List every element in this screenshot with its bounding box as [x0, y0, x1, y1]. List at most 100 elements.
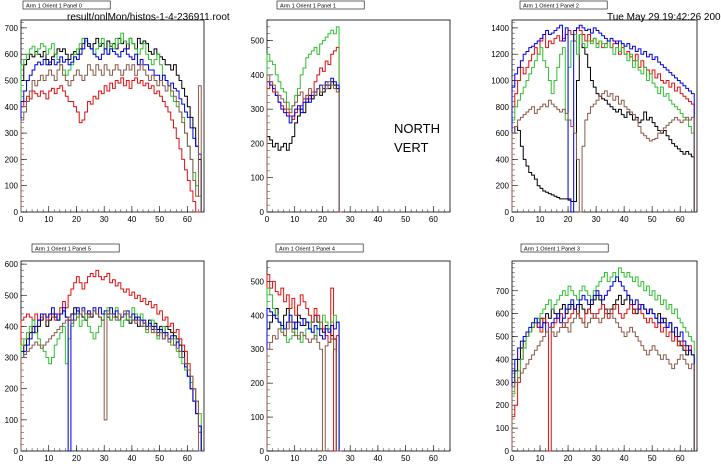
series-green: [511, 267, 695, 451]
series-green: [511, 33, 695, 212]
y-tick-label: 0: [14, 447, 19, 456]
x-tick-label: 10: [44, 454, 53, 463]
panel-title: Arm 1 Orient 1 Panel 5: [35, 247, 91, 253]
x-tick-label: 0: [19, 454, 24, 463]
series-red: [20, 269, 202, 451]
series-red: [20, 77, 202, 213]
y-tick-label: 400: [496, 155, 510, 164]
y-tick-label: 500: [251, 37, 265, 46]
series-brown: [266, 321, 342, 452]
y-tick-label: 0: [14, 208, 19, 217]
y-tick-label: 200: [251, 139, 265, 148]
series-blue: [266, 308, 342, 452]
y-tick-label: 1400: [491, 24, 509, 33]
y-tick-label: 600: [496, 129, 510, 138]
y-tick-label: 200: [251, 379, 265, 388]
file-path-label: result/onlMon/histos-1-4-236911.root: [67, 12, 230, 23]
x-tick-label: 30: [592, 215, 601, 224]
series-blue: [20, 307, 202, 452]
y-tick-label: 600: [5, 260, 19, 269]
x-tick-label: 10: [536, 454, 545, 463]
x-tick-label: 20: [318, 215, 327, 224]
y-tick-label: 0: [505, 447, 510, 456]
panel-title: Arm 1 Orient 1 Panel 0: [26, 4, 82, 10]
y-tick-label: 400: [496, 355, 510, 364]
x-tick-label: 20: [72, 215, 81, 224]
x-tick-label: 50: [648, 215, 657, 224]
x-tick-label: 40: [127, 215, 136, 224]
x-tick-label: 40: [620, 454, 629, 463]
panel-0: Arm 1 Orient 1 Panel 0010020030040050060…: [5, 0, 205, 224]
x-tick-label: 60: [429, 454, 438, 463]
panel-title: Arm 1 Orient 1 Panel 1: [280, 4, 336, 10]
y-tick-label: 0: [260, 208, 265, 217]
series-brown: [20, 310, 202, 452]
annotation-north: NORTH: [394, 121, 440, 136]
plot-frame: [266, 260, 451, 452]
series-brown: [266, 74, 342, 213]
panel-2: Arm 1 Orient 1 Panel 2 0 200 400 600 800 1000 1…: [491, 0, 698, 224]
panel-title-box: [276, 0, 365, 10]
plot-frame: [511, 260, 698, 452]
plot-frame: [20, 260, 205, 452]
y-tick-label: 300: [5, 354, 19, 363]
x-tick-label: 50: [401, 454, 410, 463]
x-tick-label: 0: [265, 454, 270, 463]
y-tick-label: 0: [260, 447, 265, 456]
panel-title-box: [31, 243, 120, 253]
x-tick-label: 30: [346, 454, 355, 463]
x-tick-label: 20: [564, 454, 573, 463]
x-tick-label: 10: [290, 215, 299, 224]
series-brown: [20, 64, 202, 212]
series-red: [266, 46, 342, 213]
y-tick-label: 1000: [491, 76, 509, 85]
x-tick-label: 30: [592, 454, 601, 463]
y-tick-label: 500: [496, 333, 510, 342]
y-tick-label: 300: [251, 105, 265, 114]
series-black: [20, 307, 202, 451]
y-tick-label: 300: [5, 129, 19, 138]
y-tick-label: 500: [5, 76, 19, 85]
x-tick-label: 30: [346, 215, 355, 224]
x-tick-label: 20: [72, 454, 81, 463]
x-tick-label: 60: [183, 215, 192, 224]
y-tick-label: 200: [5, 155, 19, 164]
y-tick-label: 200: [496, 182, 510, 191]
panel-title: Arm 1 Orient 1 Panel 2: [523, 4, 579, 10]
y-tick-label: 500: [251, 277, 265, 286]
y-tick-label: 400: [251, 71, 265, 80]
x-tick-label: 60: [676, 215, 685, 224]
x-tick-label: 10: [44, 215, 53, 224]
series-black: [511, 33, 695, 212]
y-tick-label: 400: [5, 322, 19, 331]
x-tick-label: 50: [648, 454, 657, 463]
panel-title-box: [22, 0, 111, 10]
series-green: [20, 307, 202, 451]
series-red: [266, 274, 342, 452]
y-tick-label: 400: [251, 311, 265, 320]
series-red: [511, 303, 695, 452]
series-green: [20, 32, 202, 212]
x-tick-label: 20: [318, 454, 327, 463]
y-tick-label: 100: [5, 182, 19, 191]
x-tick-label: 60: [429, 215, 438, 224]
y-tick-label: 100: [251, 174, 265, 183]
y-tick-label: 800: [496, 103, 510, 112]
x-tick-label: 50: [401, 215, 410, 224]
y-tick-label: 200: [496, 401, 510, 410]
series-brown: [511, 90, 695, 213]
y-tick-label: 400: [5, 103, 19, 112]
y-tick-label: 100: [5, 416, 19, 425]
x-tick-label: 10: [290, 454, 299, 463]
panel-1: Arm 1 Orient 1 Panel 1 0 100 200 300 400 500 0 1…: [251, 0, 451, 224]
x-tick-label: 30: [100, 454, 109, 463]
x-tick-label: 0: [510, 215, 515, 224]
series-red: [511, 27, 695, 212]
x-tick-label: 30: [100, 215, 109, 224]
x-tick-label: 40: [620, 215, 629, 224]
panel-title-box: [519, 0, 608, 10]
panel-3: Arm 1 Orient 1 Panel 5010020030040050060…: [5, 243, 205, 463]
x-tick-label: 0: [19, 215, 24, 224]
annotation-vert: VERT: [394, 140, 429, 155]
